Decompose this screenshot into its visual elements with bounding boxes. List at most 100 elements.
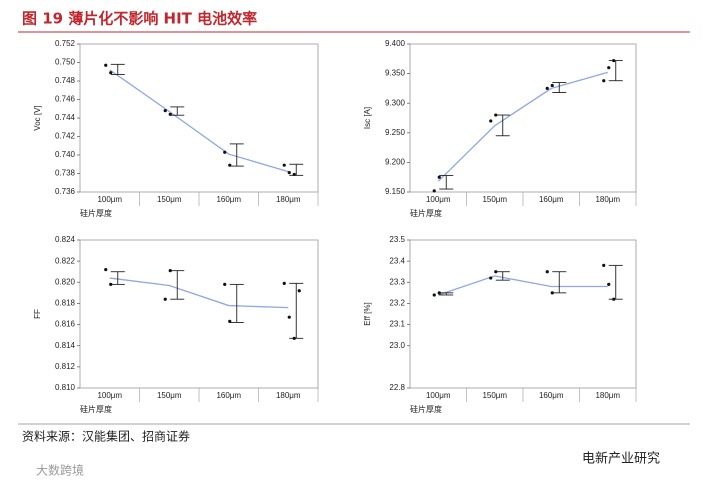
data-point xyxy=(282,163,286,167)
data-point xyxy=(104,63,108,67)
x-tick-label: 150μm xyxy=(482,391,507,400)
data-point xyxy=(223,282,227,286)
watermark: 大数跨境 xyxy=(36,463,84,478)
data-point xyxy=(432,293,436,297)
x-axis-label: 硅片厚度 xyxy=(410,208,442,218)
x-axis-label: 硅片厚度 xyxy=(80,208,112,218)
mean-line xyxy=(438,275,608,296)
y-tick-label: 0.810 xyxy=(55,383,76,392)
y-tick-label: 0.744 xyxy=(55,113,76,122)
x-tick-label: 180μm xyxy=(595,195,620,204)
x-axis-label: 硅片厚度 xyxy=(410,404,442,414)
data-point xyxy=(550,291,554,295)
data-point xyxy=(163,109,167,113)
x-axis-label: 硅片厚度 xyxy=(80,404,112,414)
y-tick-label: 0.752 xyxy=(55,39,76,48)
x-tick-label: 180μm xyxy=(595,391,620,400)
data-point xyxy=(168,269,172,273)
y-axis-label: FF xyxy=(33,309,42,319)
data-point xyxy=(545,86,549,90)
x-tick-label: 160μm xyxy=(539,391,564,400)
data-point xyxy=(432,189,436,193)
mean-line xyxy=(109,69,289,173)
data-point xyxy=(292,172,296,177)
data-point xyxy=(489,276,493,280)
data-point xyxy=(287,315,291,319)
data-point xyxy=(109,71,113,75)
data-point xyxy=(109,282,113,286)
y-tick-label: 9.350 xyxy=(385,69,406,78)
x-tick-label: 100μm xyxy=(426,195,451,204)
y-tick-label: 0.736 xyxy=(55,187,76,196)
mean-line xyxy=(109,277,289,309)
data-point xyxy=(297,289,301,293)
x-tick-label: 180μm xyxy=(276,391,301,400)
data-point xyxy=(602,79,606,83)
data-point xyxy=(607,66,611,70)
data-point xyxy=(602,263,606,267)
y-tick-label: 0.750 xyxy=(55,58,76,67)
data-point xyxy=(437,175,441,179)
data-point xyxy=(104,268,108,272)
data-point xyxy=(612,58,616,63)
x-tick-label: 150μm xyxy=(482,195,507,204)
y-tick-label: 0.820 xyxy=(55,277,76,286)
y-tick-label: 9.250 xyxy=(385,128,406,137)
y-tick-label: 23.3 xyxy=(389,277,405,286)
y-tick-label: 0.822 xyxy=(55,256,76,265)
x-tick-label: 160μm xyxy=(216,391,241,400)
y-tick-label: 0.812 xyxy=(55,362,76,371)
y-tick-label: 0.742 xyxy=(55,132,76,141)
data-point xyxy=(287,170,291,175)
data-point xyxy=(282,281,286,285)
x-tick-label: 160μm xyxy=(539,195,564,204)
data-point xyxy=(292,336,296,340)
y-tick-label: 0.814 xyxy=(55,341,76,350)
y-tick-label: 0.816 xyxy=(55,320,76,329)
data-point xyxy=(612,297,616,301)
y-tick-label: 9.400 xyxy=(385,39,406,48)
y-tick-label: 23.1 xyxy=(389,320,405,329)
y-tick-label: 23.2 xyxy=(389,299,405,308)
plot-frame xyxy=(409,239,637,389)
data-point xyxy=(163,297,167,301)
y-tick-label: 0.740 xyxy=(55,150,76,159)
x-tick-label: 100μm xyxy=(97,391,122,400)
y-tick-label: 9.300 xyxy=(385,98,406,107)
source: 资料来源：汉能集团、招商证券 xyxy=(22,429,190,444)
plot-frame xyxy=(409,43,637,193)
x-tick-label: 160μm xyxy=(216,195,241,204)
data-point xyxy=(607,282,611,286)
y-tick-label: 23.5 xyxy=(389,235,405,244)
y-tick-label: 0.738 xyxy=(55,169,76,178)
y-axis-label: Isc [A] xyxy=(363,107,372,129)
data-point xyxy=(228,163,232,167)
y-tick-label: 0.818 xyxy=(55,299,76,308)
y-tick-label: 0.748 xyxy=(55,76,76,85)
watermark: 电新产业研究 xyxy=(582,451,660,467)
y-tick-label: 9.200 xyxy=(385,158,406,167)
data-point xyxy=(437,291,441,295)
y-axis-label: Eff [%] xyxy=(363,302,372,325)
data-point xyxy=(223,150,227,154)
data-point xyxy=(550,83,554,88)
x-tick-label: 100μm xyxy=(97,195,122,204)
data-point xyxy=(489,119,493,123)
y-tick-label: 23.4 xyxy=(389,256,405,265)
plot-frame xyxy=(79,239,319,389)
y-tick-label: 9.150 xyxy=(385,187,406,196)
data-point xyxy=(545,270,549,274)
mean-line xyxy=(437,71,608,182)
x-tick-label: 100μm xyxy=(426,391,451,400)
x-tick-label: 180μm xyxy=(276,195,301,204)
data-point xyxy=(228,319,232,323)
y-tick-label: 22.8 xyxy=(389,383,405,392)
y-axis-label: Voc [V] xyxy=(33,105,42,130)
data-point xyxy=(494,270,498,274)
x-tick-label: 150μm xyxy=(157,195,182,204)
data-point xyxy=(168,112,172,116)
x-tick-label: 150μm xyxy=(157,391,182,400)
data-point xyxy=(494,113,498,117)
figure-title: 图 19 薄片化不影响 HIT 电池效率 xyxy=(22,10,257,28)
